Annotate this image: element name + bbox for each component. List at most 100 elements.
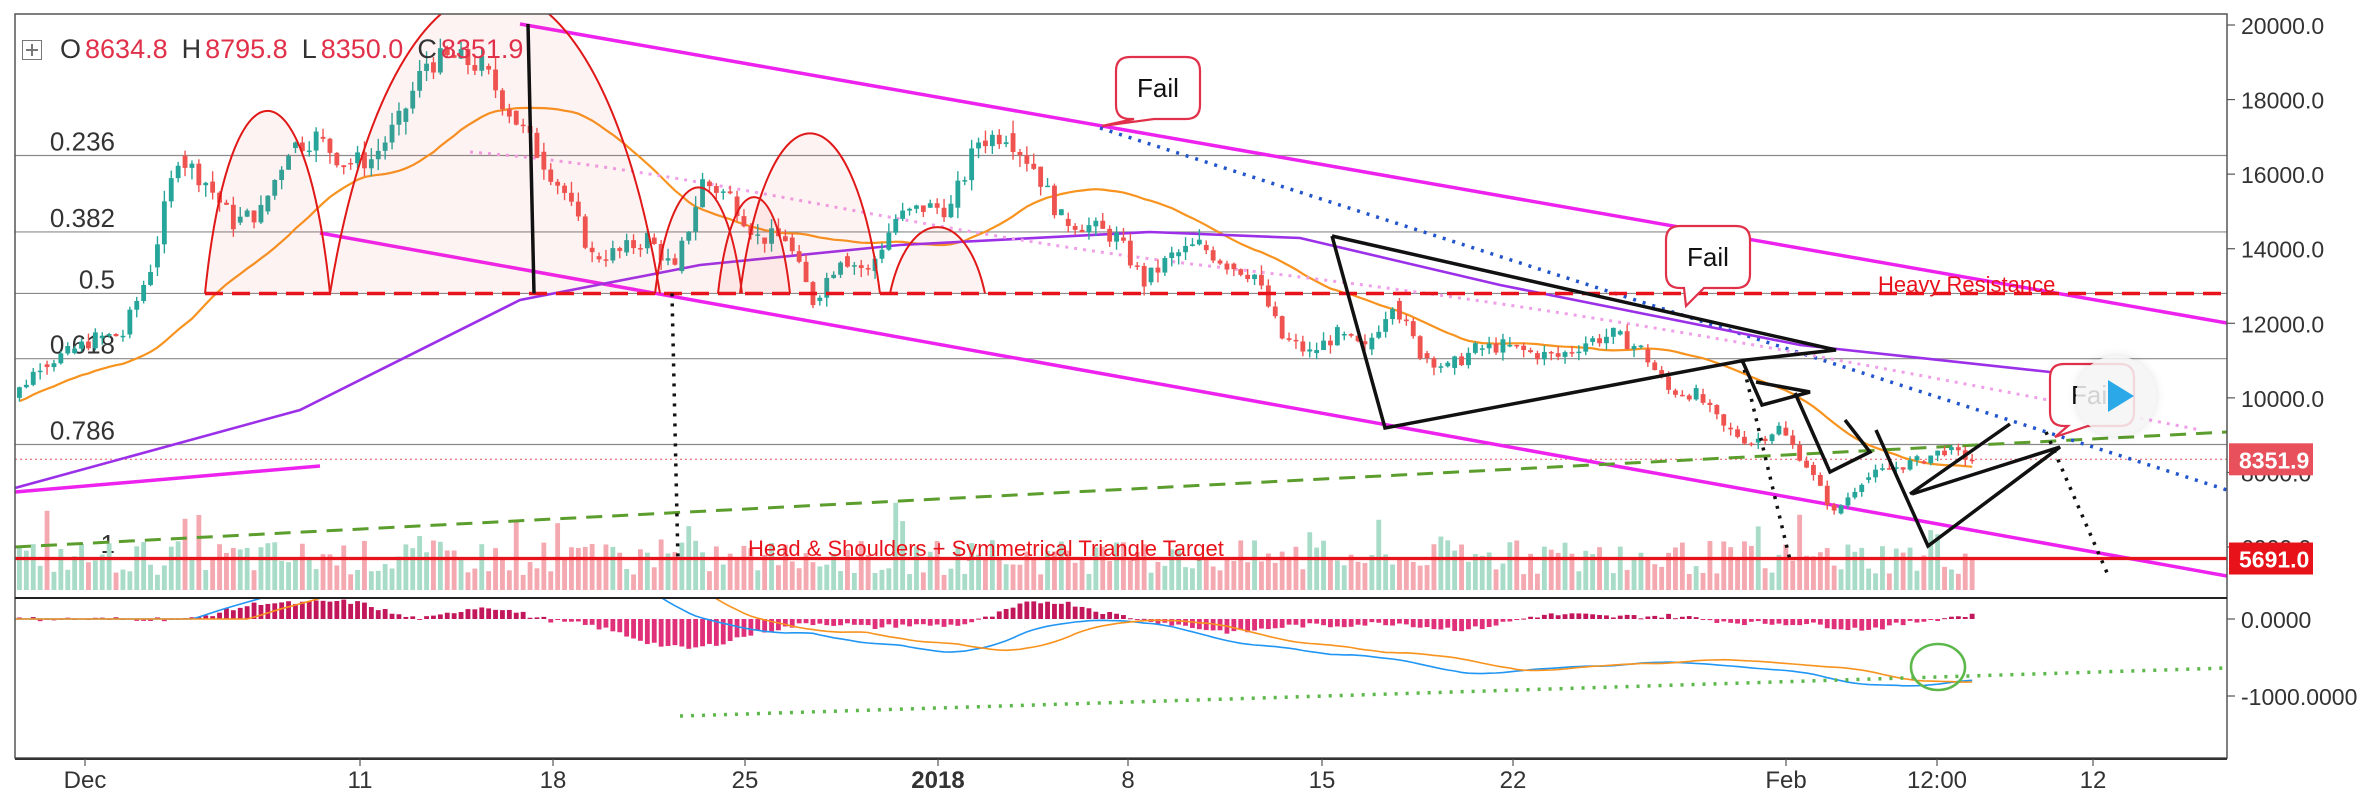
volume-bar-78 (527, 562, 533, 590)
volume-bar-240 (1645, 559, 1651, 590)
expand-icon[interactable] (22, 39, 42, 60)
volume-bar-141 (962, 573, 968, 590)
candle-body-222 (1521, 345, 1527, 351)
play-button[interactable] (2076, 356, 2156, 436)
volume-bar-75 (506, 570, 512, 590)
candle-body-72 (486, 66, 492, 70)
volume-bar-3 (10, 574, 15, 590)
candle-body-13 (79, 341, 84, 349)
macd-hist-196 (1341, 619, 1347, 628)
candle-body-153 (1045, 185, 1050, 188)
macd-hist-136 (927, 619, 933, 626)
macd-hist-176 (1203, 619, 1209, 631)
price-tick-5: 10000.0 (2241, 386, 2324, 412)
price-tick-2: 16000.0 (2241, 162, 2324, 188)
candle-body-252 (1728, 427, 1734, 430)
candle-body-28 (182, 155, 188, 168)
candle-body-32 (210, 181, 216, 193)
macd-hist-134 (914, 619, 919, 625)
macd-hist-49 (327, 601, 333, 619)
open-label: O (60, 34, 82, 64)
macd-hist-252 (1728, 619, 1734, 623)
candle-body-221 (1514, 344, 1520, 347)
candle-body-118 (803, 261, 809, 283)
macd-hist-219 (1500, 619, 1506, 622)
candle-body-168 (1148, 267, 1154, 283)
macd-hist-2 (3, 619, 8, 620)
candle-body-159 (1086, 225, 1092, 233)
flag-1 (1740, 359, 1811, 408)
macd-hist-198 (1355, 619, 1361, 625)
macd-hist-141 (962, 619, 968, 625)
candle-body-170 (1162, 258, 1168, 273)
macd-hist-251 (1721, 619, 1727, 622)
macd-hist-43 (286, 601, 291, 619)
volume-bar-2 (3, 549, 8, 590)
macd-hist-240 (1645, 616, 1651, 619)
volume-bar-100 (679, 542, 685, 590)
volume-bar-99 (672, 552, 678, 590)
macd-hist-91 (617, 619, 623, 633)
volume-bar-18 (113, 572, 119, 590)
candle-body-76 (513, 110, 519, 125)
macd-hist-218 (1493, 619, 1499, 626)
macd-hist-273 (1873, 619, 1878, 628)
macd-hist-157 (1072, 606, 1078, 619)
candle-body-15 (92, 332, 98, 349)
candle-body-108 (734, 196, 740, 217)
candle-body-224 (1535, 353, 1540, 360)
volume-bar-243 (1666, 552, 1671, 590)
candle-body-267 (1831, 504, 1837, 511)
macd-hist-57 (382, 609, 388, 619)
volume-bar-231 (1583, 550, 1589, 590)
macd-hist-74 (500, 610, 505, 619)
macd-hist-116 (789, 619, 795, 628)
macd-hist-220 (1507, 619, 1513, 622)
volume-bar-86 (582, 547, 588, 590)
macd-hist-53 (355, 601, 360, 619)
candle-body-213 (1459, 356, 1464, 366)
volume-bar-128 (872, 572, 878, 590)
volume-bar-211 (1445, 540, 1451, 590)
volume-bar-199 (1362, 562, 1368, 590)
volume-bar-140 (955, 547, 961, 590)
macd-hist-156 (1065, 601, 1071, 619)
macd-hist-104 (707, 619, 712, 644)
candle-body-225 (1541, 351, 1547, 360)
candle-body-284 (1949, 447, 1954, 451)
macd-hist-47 (313, 600, 319, 619)
candle-body-67 (451, 55, 457, 58)
macd-hist-197 (1348, 619, 1354, 627)
macd-hist-56 (375, 610, 381, 619)
candle-body-43 (286, 155, 291, 170)
volume-bar-155 (1058, 541, 1064, 590)
macd-hist-237 (1624, 614, 1630, 619)
candle-body-192 (1314, 350, 1320, 354)
target-price-tag-bg (2229, 542, 2313, 575)
time-tick-6: 15 (1309, 767, 1336, 794)
green-dashed-trendline (15, 430, 2227, 549)
volume-bar-247 (1693, 566, 1699, 590)
macd-hist-212 (1452, 619, 1458, 631)
macd-hist-55 (368, 607, 374, 619)
candle-body-174 (1190, 244, 1195, 246)
candle-body-275 (1886, 468, 1892, 470)
macd-hist-243 (1666, 613, 1671, 619)
volume-bar-154 (1052, 551, 1057, 590)
candle-body-88 (596, 256, 602, 260)
candle-body-179 (1224, 263, 1230, 270)
volume-bar-217 (1486, 552, 1492, 590)
volume-bar-11 (65, 569, 71, 590)
macd-hist-105 (713, 619, 719, 646)
volume-bar-260 (1783, 544, 1789, 590)
volume-bar-168 (1148, 572, 1154, 590)
volume-bar-230 (1576, 571, 1582, 590)
candle-body-158 (1079, 229, 1085, 233)
volume-bar-54 (362, 540, 367, 590)
candle-body-145 (989, 134, 995, 147)
triangle-lower (1330, 235, 1747, 431)
candle-body-103 (700, 179, 705, 208)
macd-hist-45 (299, 601, 305, 619)
